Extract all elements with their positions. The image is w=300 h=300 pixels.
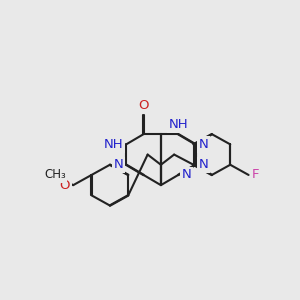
Text: O: O — [60, 179, 70, 192]
Text: N: N — [113, 158, 123, 171]
Text: NH: NH — [168, 118, 188, 131]
Text: N: N — [199, 158, 208, 171]
Text: N: N — [199, 138, 208, 151]
Text: CH₃: CH₃ — [44, 169, 66, 182]
Text: NH: NH — [103, 138, 123, 151]
Text: F: F — [252, 169, 259, 182]
Text: O: O — [138, 99, 149, 112]
Text: N: N — [181, 169, 191, 182]
